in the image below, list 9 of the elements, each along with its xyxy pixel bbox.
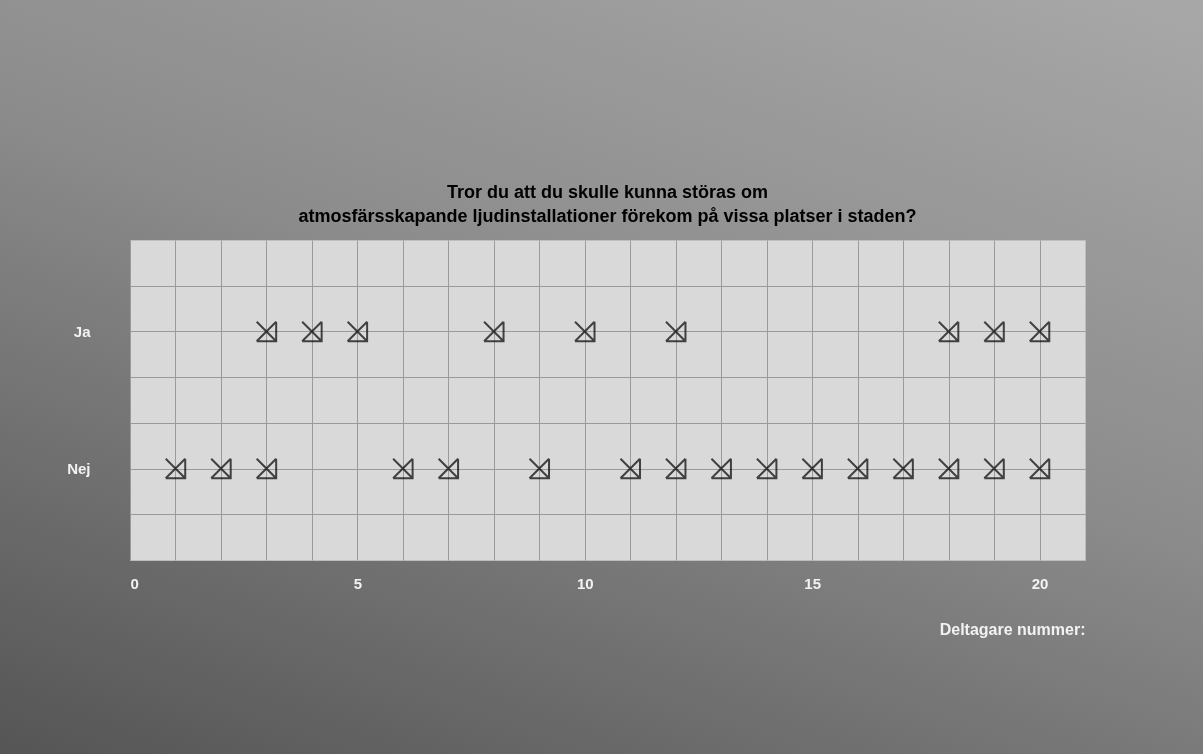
x-tick-label: 20 bbox=[1031, 574, 1049, 592]
x-axis-title: Deltagare nummer: bbox=[939, 620, 1086, 638]
x-tick-label: 0 bbox=[130, 574, 139, 592]
x-tick-label: 5 bbox=[353, 574, 363, 592]
chart-title: Tror du att du skulle kunna störas om atmosfärsskapande ljudinstallationer förekom på vissa platser i staden? bbox=[298, 182, 917, 226]
x-tick-label: 15 bbox=[804, 574, 821, 592]
x-tick-label: 10 bbox=[576, 574, 594, 592]
y-tick-label: Nej bbox=[67, 460, 91, 478]
y-tick-label: Ja bbox=[73, 322, 92, 340]
